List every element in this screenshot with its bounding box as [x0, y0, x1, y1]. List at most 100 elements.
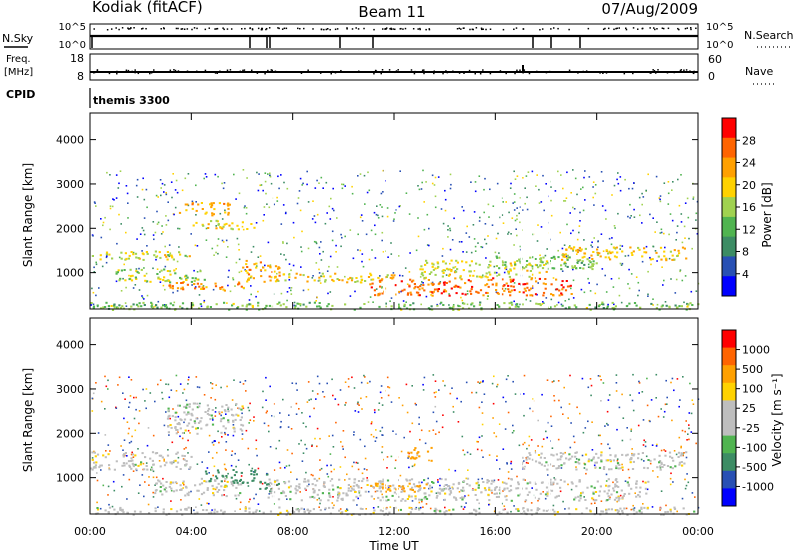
vel-noise-dot — [290, 428, 293, 430]
power-echo-cell — [590, 254, 593, 257]
vel-noise-dot — [372, 507, 375, 509]
power-echo-cell — [611, 251, 614, 254]
vel-noise-dot — [296, 389, 298, 391]
vel-echo-cell — [220, 418, 223, 420]
vel-echo-cell — [121, 464, 124, 467]
vel-echo-cell — [600, 510, 603, 513]
vel-echo-cell — [552, 454, 555, 457]
vel-echo-cell — [575, 468, 578, 471]
power-echo-cell — [491, 283, 494, 286]
power-noise-dot — [221, 239, 224, 242]
power-echo-cell — [517, 305, 520, 308]
vel-echo-cell — [196, 406, 199, 409]
nsearch-dot — [482, 28, 484, 30]
power-noise-dot — [390, 253, 393, 255]
nsearch-dot — [381, 28, 384, 30]
vel-noise-dot — [551, 447, 554, 449]
vel-noise-dot — [152, 434, 155, 437]
power-noise-dot — [667, 181, 670, 183]
vel-noise-dot — [641, 391, 644, 393]
vel-echo-cell — [278, 506, 281, 509]
vel-noise-dot — [411, 422, 414, 425]
vel-echo-cell — [562, 452, 565, 455]
vel-echo-cell — [517, 483, 520, 486]
power-echo-cell — [355, 277, 358, 279]
vel-echo-cell — [162, 484, 165, 487]
vel-noise-dot — [646, 488, 649, 491]
vel-noise-dot — [168, 434, 170, 436]
power-noise-dot — [408, 271, 411, 273]
vel-noise-dot — [152, 476, 155, 479]
vel-echo-cell — [551, 483, 554, 486]
power-noise-dot — [578, 231, 580, 234]
vel-noise-dot — [587, 386, 590, 389]
power-noise-dot — [214, 173, 217, 176]
power-noise-dot — [601, 205, 604, 207]
vel-echo-cell — [659, 507, 662, 510]
power-colorbar-swatch — [722, 137, 736, 159]
power-noise-dot — [94, 202, 96, 204]
vel-echo-cell — [91, 468, 94, 471]
power-echo-cell — [658, 308, 661, 311]
power-echo-cell — [529, 270, 532, 272]
power-noise-dot — [141, 296, 144, 299]
power-echo-cell — [495, 282, 498, 285]
power-echo-cell — [259, 261, 262, 264]
vel-echo-cell — [94, 466, 97, 469]
vel-echo-cell — [678, 461, 681, 464]
vel-noise-dot — [269, 446, 272, 448]
power-noise-dot — [507, 231, 510, 234]
vel-echo-cell — [230, 476, 233, 479]
vel-echo-cell — [223, 409, 227, 412]
vel-noise-dot — [419, 438, 421, 441]
power-noise-dot — [638, 289, 640, 292]
vel-echo-cell — [394, 499, 397, 502]
power-echo-cell — [515, 273, 518, 276]
nsearch-dot — [163, 27, 165, 30]
power-echo-cell — [588, 303, 591, 306]
vel-noise-dot — [340, 441, 342, 443]
power-echo-cell — [633, 302, 637, 304]
power-echo-cell — [591, 258, 594, 260]
power-noise-dot — [368, 258, 371, 261]
power-echo-cell — [452, 305, 455, 308]
vel-noise-dot — [235, 465, 237, 468]
vel-echo-cell — [269, 481, 272, 484]
vel-noise-dot — [347, 385, 350, 388]
vel-noise-dot — [576, 406, 578, 409]
power-echo-cell — [200, 288, 203, 290]
power-echo-cell — [264, 307, 267, 310]
power-echo-cell — [379, 281, 382, 283]
power-noise-dot — [100, 236, 103, 239]
power-noise-dot — [136, 178, 139, 181]
power-echo-cell — [231, 304, 234, 307]
vel-echo-cell — [428, 494, 431, 497]
power-echo-cell — [503, 289, 506, 292]
nave-dot — [602, 72, 604, 75]
nsearch-dot — [257, 27, 260, 30]
vel-echo-cell — [131, 459, 134, 462]
power-noise-dot — [652, 217, 654, 219]
vel-echo-cell — [559, 452, 562, 454]
power-echo-cell — [538, 303, 541, 305]
power-echo-cell — [222, 225, 225, 228]
vel-echo-cell — [205, 472, 208, 475]
power-echo-cell — [592, 260, 595, 263]
vel-noise-dot — [379, 430, 382, 432]
vel-noise-dot — [441, 426, 444, 429]
vel-noise-dot — [279, 426, 282, 428]
power-noise-dot — [250, 293, 252, 296]
power-echo-cell — [278, 274, 281, 277]
vel-echo-cell — [196, 489, 199, 492]
power-noise-dot — [587, 277, 589, 280]
vel-echo-cell — [575, 485, 578, 488]
vel-noise-dot — [458, 491, 461, 493]
vel-echo-cell — [585, 507, 588, 510]
power-noise-dot — [639, 214, 641, 217]
power-echo-cell — [504, 267, 507, 270]
vel-echo-cell — [234, 479, 237, 482]
power-echo-cell — [214, 282, 217, 285]
power-noise-dot — [194, 244, 197, 247]
vel-echo-cell — [647, 480, 650, 483]
vel-echo-cell — [559, 479, 562, 481]
